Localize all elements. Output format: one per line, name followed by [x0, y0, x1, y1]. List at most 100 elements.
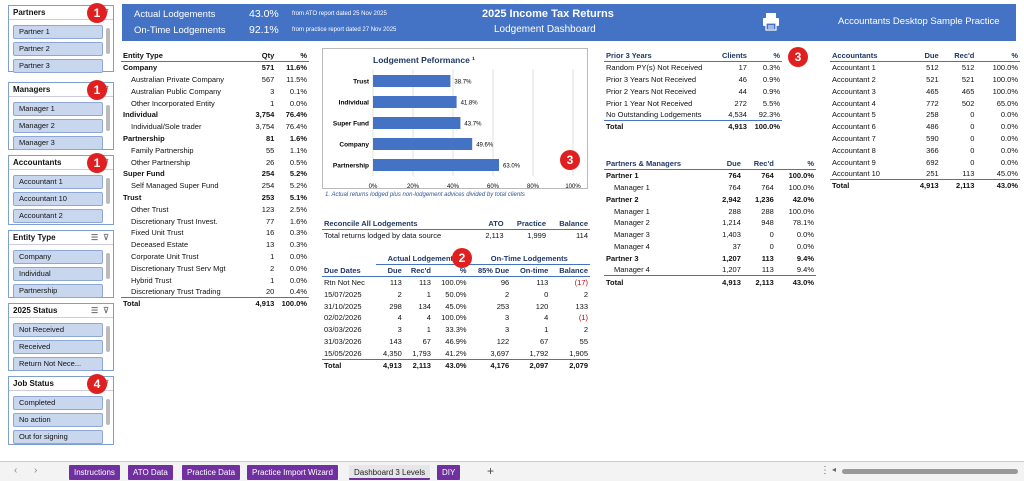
slicer-item[interactable]: Partner 1 — [13, 25, 103, 39]
column-header: Partners & Managers — [604, 158, 712, 171]
table-cell: Prior 1 Year Not Received — [606, 98, 693, 108]
table-cell: Accountant 1 — [832, 63, 876, 73]
slicer-item[interactable]: Accountant 2 — [13, 209, 103, 223]
table-cell: 254 — [261, 169, 275, 179]
category-label: Individual — [339, 100, 370, 107]
table-cell: Other Incorporated Entity — [131, 98, 215, 108]
table-cell: 133 — [575, 301, 588, 311]
table-cell: 0.0% — [1000, 122, 1018, 132]
table-cell: 4,913 — [716, 120, 749, 133]
table-cell: 37 — [732, 241, 741, 251]
column-header: Due — [906, 50, 941, 63]
slicer-item[interactable]: Not Received — [13, 323, 103, 337]
table-row: Random PY(s) Not Received 17 0.3% — [604, 62, 782, 74]
table-cell: 0.0% — [289, 98, 307, 108]
table-cell: 31/10/2025 — [324, 301, 362, 311]
sheet-tab[interactable]: Practice Data — [182, 465, 241, 480]
multi-select-icon[interactable]: ☰ — [90, 233, 99, 242]
slicer-scrollbar[interactable] — [106, 105, 110, 131]
slicer-item[interactable]: Manager 2 — [13, 119, 103, 133]
table-cell: 0 — [970, 145, 975, 155]
slicer-scrollbar[interactable] — [106, 178, 110, 204]
sheet-tab[interactable]: Instructions — [69, 465, 120, 480]
table-cell: 2,113 — [403, 358, 433, 371]
table-row: Hybrid Trust 1 0.0% — [121, 274, 309, 286]
slicer-item[interactable]: Manager 1 — [13, 102, 103, 116]
table-cell: 96 — [500, 278, 510, 288]
slicer-item[interactable]: Partner 2 — [13, 42, 103, 56]
multi-select-icon[interactable]: ☰ — [90, 306, 99, 315]
table-cell: 15/07/2025 — [324, 289, 362, 299]
column-header: Qty — [251, 50, 277, 63]
column-header: On-time — [511, 264, 551, 278]
slicer-scrollbar[interactable] — [106, 28, 110, 54]
table-row: Partner 1 764 764 100.0% — [604, 170, 816, 182]
sheet-tab[interactable]: Dashboard 3 Levels — [349, 465, 431, 480]
table-cell: 1 — [544, 325, 549, 335]
add-sheet-icon[interactable]: + — [487, 464, 495, 478]
printer-icon[interactable] — [762, 12, 780, 32]
slicer-item[interactable]: Company — [13, 250, 103, 264]
slicer-item[interactable]: Partnership — [13, 284, 103, 298]
sheet-tab[interactable]: Practice Import Wizard — [247, 465, 338, 480]
slicer-item[interactable]: Individual — [13, 267, 103, 281]
hscroll-left-icon[interactable]: ◂ — [832, 465, 837, 474]
table-row: Manager 2 1,214 948 78.1% — [604, 217, 816, 229]
slicer-item[interactable]: Return Not Nece... — [13, 357, 103, 371]
table-cell: 0.5% — [289, 157, 307, 167]
slicer-icons: ☰⊽ — [91, 306, 109, 315]
slicer-item[interactable]: Completed — [13, 396, 103, 410]
table-row: Rtn Not Nec 113 113 100.0% 96 113 (17) — [322, 277, 590, 289]
more-options-icon[interactable]: ⋮ — [820, 465, 830, 476]
table-header-row: Due Dates Due Rec'd% 85% Due On-time Balance — [322, 264, 590, 278]
scroll-right-icon[interactable]: › — [34, 465, 38, 476]
slicer-2025-status: 2025 Status ☰ ⊽ Not Received Received Return … — [8, 303, 114, 371]
sheet-tab[interactable]: ATO Data — [128, 465, 173, 480]
table-cell: 55 — [579, 336, 588, 346]
table-cell: (17) — [574, 278, 588, 288]
table-cell: 486 — [926, 122, 939, 132]
table-row: Total 4,913 100.0% — [121, 297, 309, 310]
table-cell: 2 — [270, 263, 275, 273]
slicer-title: Job Status — [13, 379, 54, 388]
clear-filter-icon[interactable]: ⊽ — [103, 306, 109, 315]
table-row: Manager 4 37 0 0.0% — [604, 241, 816, 253]
table-cell: 764 — [728, 171, 741, 181]
slicer-item[interactable]: Received — [13, 340, 103, 354]
column-header: % — [976, 50, 1020, 63]
table-row: Prior 3 Years Not Received 46 0.9% — [604, 74, 782, 86]
table-row: 31/10/2025 298 134 45.0% 253 120 133 — [322, 300, 590, 312]
dashboard-subtitle: Lodgement Dashboard — [494, 24, 596, 35]
slicer-items: Company Individual Partnership — [9, 245, 113, 304]
x-tick-label: 40% — [447, 184, 460, 190]
slicer-item[interactable]: Manager 3 — [13, 136, 103, 150]
table-cell: Discretionary Trust Serv Mgt — [131, 263, 226, 273]
table-cell: 4,913 — [711, 275, 743, 288]
slicer-item[interactable]: Accountant 1 — [13, 175, 103, 189]
slicer-scrollbar[interactable] — [106, 326, 110, 352]
horizontal-scrollbar[interactable] — [842, 469, 1018, 474]
table-cell: 4 — [426, 313, 431, 323]
table-header-row: Entity Type Qty% — [121, 50, 309, 63]
slicer-item[interactable]: Out for signing — [13, 430, 103, 444]
clear-filter-icon[interactable]: ⊽ — [103, 233, 109, 242]
table-cell: 0.0% — [796, 241, 814, 251]
table-cell: 42.0% — [792, 194, 814, 204]
slicer-scrollbar[interactable] — [106, 253, 110, 279]
slicer-item[interactable]: Partner 3 — [13, 59, 103, 73]
slicer-scrollbar[interactable] — [106, 399, 110, 425]
table-cell: 465 — [961, 86, 975, 96]
table-cell: Rtn Not Nec — [324, 278, 365, 288]
table-cell: 253 — [496, 301, 510, 311]
table-row: Accountant 1 512 512 100.0% — [830, 62, 1020, 74]
slicer-item[interactable]: Accountant 10 — [13, 192, 103, 206]
slicer-item[interactable]: No action — [13, 413, 103, 427]
x-tick-label: 0% — [369, 184, 378, 190]
table-cell: 41.2% — [445, 348, 467, 358]
sheet-tab[interactable]: DIY — [437, 465, 461, 480]
table-cell: Partner 1 — [606, 171, 639, 181]
badge-pm: 3 — [560, 150, 580, 170]
scroll-left-icon[interactable]: ‹ — [14, 465, 18, 476]
